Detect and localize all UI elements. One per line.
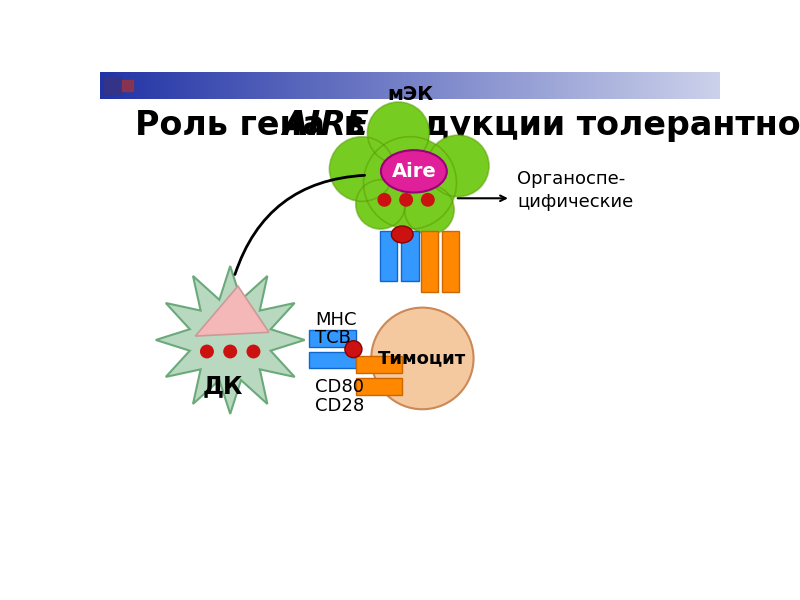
FancyArrowPatch shape (235, 175, 365, 274)
Circle shape (200, 344, 214, 358)
Text: Органоспе-
цифические: Органоспе- цифические (517, 170, 634, 211)
Circle shape (399, 193, 413, 207)
Ellipse shape (391, 226, 413, 243)
Bar (122, 80, 134, 91)
FancyBboxPatch shape (421, 230, 438, 292)
Circle shape (363, 137, 457, 229)
Circle shape (427, 135, 489, 197)
Text: ТСВ: ТСВ (315, 329, 351, 347)
Bar (104, 77, 121, 94)
Circle shape (421, 193, 435, 207)
Circle shape (223, 344, 237, 358)
FancyBboxPatch shape (310, 352, 356, 368)
Circle shape (405, 185, 454, 235)
Circle shape (378, 193, 391, 207)
Text: AIRE: AIRE (282, 109, 369, 142)
Text: мЭК: мЭК (387, 85, 433, 104)
Circle shape (246, 344, 261, 358)
FancyBboxPatch shape (380, 230, 397, 281)
Text: Роль гена: Роль гена (135, 109, 337, 142)
Text: в индукции толерантности: в индукции толерантности (333, 109, 800, 142)
FancyBboxPatch shape (310, 330, 356, 347)
Ellipse shape (381, 150, 447, 193)
Circle shape (330, 137, 394, 202)
FancyBboxPatch shape (356, 377, 402, 395)
Text: МНС: МНС (315, 311, 357, 329)
Text: ДК: ДК (202, 374, 242, 398)
Polygon shape (156, 266, 305, 414)
Text: Aire: Aire (391, 162, 436, 181)
Circle shape (367, 102, 430, 164)
FancyBboxPatch shape (442, 230, 459, 292)
Text: Тимоцит: Тимоцит (378, 349, 466, 367)
Polygon shape (195, 286, 269, 336)
Ellipse shape (345, 341, 362, 358)
Text: CD80: CD80 (315, 378, 365, 396)
Circle shape (371, 308, 474, 409)
FancyBboxPatch shape (356, 356, 402, 373)
Text: CD28: CD28 (315, 397, 365, 415)
FancyBboxPatch shape (402, 230, 418, 281)
Circle shape (356, 180, 406, 229)
